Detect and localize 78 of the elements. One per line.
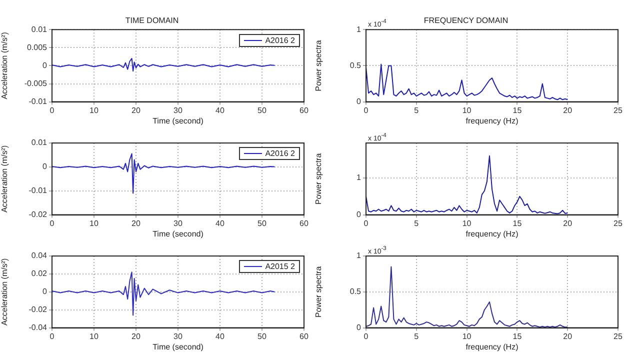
x-tick-label: 20 <box>563 106 573 115</box>
y-tick-label: 1 <box>356 24 362 34</box>
x-tick-label: 30 <box>174 332 183 341</box>
x-tick-label: 50 <box>258 106 267 115</box>
y-axis-title: Acceleration (m/s²) <box>0 145 10 212</box>
y-axis-title: Acceleration (m/s²) <box>0 32 10 100</box>
x-tick-label: 25 <box>614 218 623 228</box>
x-tick-label: 10 <box>462 332 472 341</box>
x-tick-label: 0 <box>50 332 55 341</box>
y-tick-label: 0.04 <box>31 251 48 260</box>
x-tick-label: 15 <box>512 218 522 228</box>
x-tick-label: 20 <box>132 332 141 341</box>
x-tick-label: 0 <box>50 218 55 228</box>
x-tick-label: 5 <box>414 218 420 228</box>
x-axis-title: frequency (Hz) <box>466 116 519 126</box>
y-tick-label: -0.02 <box>28 305 48 314</box>
x-tick-label: 5 <box>414 106 420 115</box>
x-tick-label: 10 <box>90 218 99 228</box>
x-tick-label: 25 <box>614 106 623 115</box>
x-tick-label: 20 <box>563 218 573 228</box>
x-tick-label: 60 <box>300 106 309 115</box>
y-tick-label: 0 <box>356 323 362 332</box>
x-tick-label: 40 <box>216 332 225 341</box>
y-tick-label: 0.005 <box>26 42 48 52</box>
x-tick-label: 10 <box>90 106 99 115</box>
legend-label: A2016 2 <box>265 36 295 45</box>
y-tick-label: 0 <box>42 162 48 172</box>
x-tick-label: 25 <box>614 332 623 341</box>
x-tick-label: 60 <box>300 332 309 341</box>
x-tick-label: 20 <box>132 218 141 228</box>
y-tick-label: 0.5 <box>350 60 362 70</box>
x-tick-label: 0 <box>364 218 369 228</box>
chart-title: FREQUENCY DOMAIN <box>424 16 508 26</box>
x-tick-label: 0 <box>364 332 369 341</box>
x-tick-label: 10 <box>462 218 472 228</box>
chart-title: TIME DOMAIN <box>125 16 179 26</box>
x-tick-label: 0 <box>50 106 55 115</box>
y-tick-label: -0.01 <box>28 97 48 106</box>
y-tick-label: 0.02 <box>31 269 48 278</box>
x-axis-title: Time (second) <box>152 342 204 352</box>
x-tick-label: 50 <box>258 218 267 228</box>
y-tick-label: 1 <box>356 173 362 182</box>
y-tick-label: -0.005 <box>24 78 48 88</box>
x-axis-title: frequency (Hz) <box>466 342 519 352</box>
y-tick-label: 0.01 <box>31 24 48 34</box>
x-tick-label: 20 <box>563 332 573 341</box>
x-axis-title: frequency (Hz) <box>466 229 519 238</box>
y-tick-label: 0 <box>356 210 362 220</box>
y-tick-label: -0.04 <box>28 323 48 332</box>
y-tick-label: 0.01 <box>31 138 48 148</box>
x-tick-label: 40 <box>216 106 225 115</box>
y-tick-label: -0.02 <box>28 210 48 220</box>
y-tick-label: 0 <box>42 60 48 70</box>
y-tick-label: 0 <box>42 287 48 296</box>
y-axis-title: Power spectra <box>314 266 324 318</box>
x-tick-label: 40 <box>216 218 225 228</box>
y-tick-label: 1 <box>356 251 362 260</box>
legend-label: A2015 2 <box>265 262 295 271</box>
x-tick-label: 10 <box>90 332 99 341</box>
y-axis-title: Power spectra <box>314 40 324 92</box>
y-tick-label: -0.01 <box>28 186 48 196</box>
x-tick-label: 60 <box>300 218 309 228</box>
y-axis-title: Acceleration (m/s²) <box>0 258 10 326</box>
legend-label: A2016 2 <box>265 149 295 158</box>
x-axis-title: Time (second) <box>152 229 204 238</box>
x-tick-label: 15 <box>512 106 522 115</box>
y-tick-label: 0 <box>356 97 362 106</box>
y-tick-label: 0.5 <box>350 287 362 296</box>
x-tick-label: 15 <box>512 332 522 341</box>
x-tick-label: 30 <box>174 106 183 115</box>
y-axis-title: Power spectra <box>314 152 324 204</box>
x-tick-label: 0 <box>364 106 369 115</box>
x-axis-title: Time (second) <box>152 116 204 126</box>
x-tick-label: 50 <box>258 332 267 341</box>
x-tick-label: 5 <box>414 332 420 341</box>
x-tick-label: 20 <box>132 106 141 115</box>
x-tick-label: 10 <box>462 106 472 115</box>
x-tick-label: 30 <box>174 218 183 228</box>
